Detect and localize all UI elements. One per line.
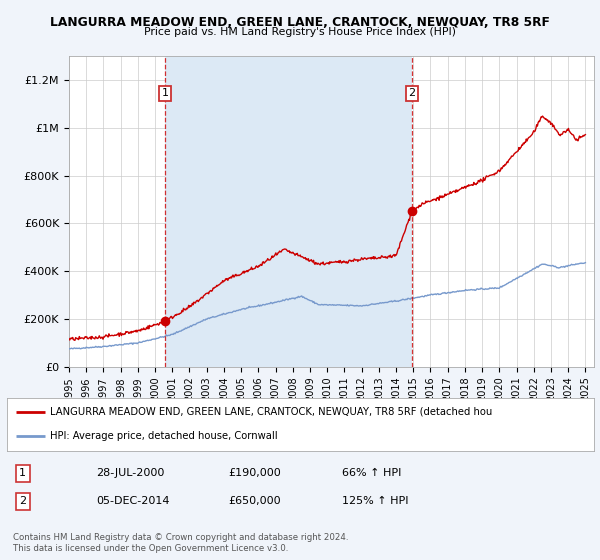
Text: 125% ↑ HPI: 125% ↑ HPI bbox=[342, 496, 409, 506]
Text: £190,000: £190,000 bbox=[228, 468, 281, 478]
Text: 1: 1 bbox=[19, 468, 26, 478]
Text: 2: 2 bbox=[19, 496, 26, 506]
Bar bbox=[165, 56, 412, 367]
Text: HPI: Average price, detached house, Cornwall: HPI: Average price, detached house, Corn… bbox=[50, 431, 278, 441]
Text: £650,000: £650,000 bbox=[228, 496, 281, 506]
Text: 66% ↑ HPI: 66% ↑ HPI bbox=[342, 468, 401, 478]
Text: LANGURRA MEADOW END, GREEN LANE, CRANTOCK, NEWQUAY, TR8 5RF (detached hou: LANGURRA MEADOW END, GREEN LANE, CRANTOC… bbox=[50, 407, 492, 417]
Text: Contains HM Land Registry data © Crown copyright and database right 2024.
This d: Contains HM Land Registry data © Crown c… bbox=[13, 533, 349, 553]
Text: 28-JUL-2000: 28-JUL-2000 bbox=[96, 468, 164, 478]
Text: 1: 1 bbox=[161, 88, 169, 99]
Text: 2: 2 bbox=[409, 88, 415, 99]
Text: Price paid vs. HM Land Registry's House Price Index (HPI): Price paid vs. HM Land Registry's House … bbox=[144, 27, 456, 38]
Text: LANGURRA MEADOW END, GREEN LANE, CRANTOCK, NEWQUAY, TR8 5RF: LANGURRA MEADOW END, GREEN LANE, CRANTOC… bbox=[50, 16, 550, 29]
Text: 05-DEC-2014: 05-DEC-2014 bbox=[96, 496, 170, 506]
